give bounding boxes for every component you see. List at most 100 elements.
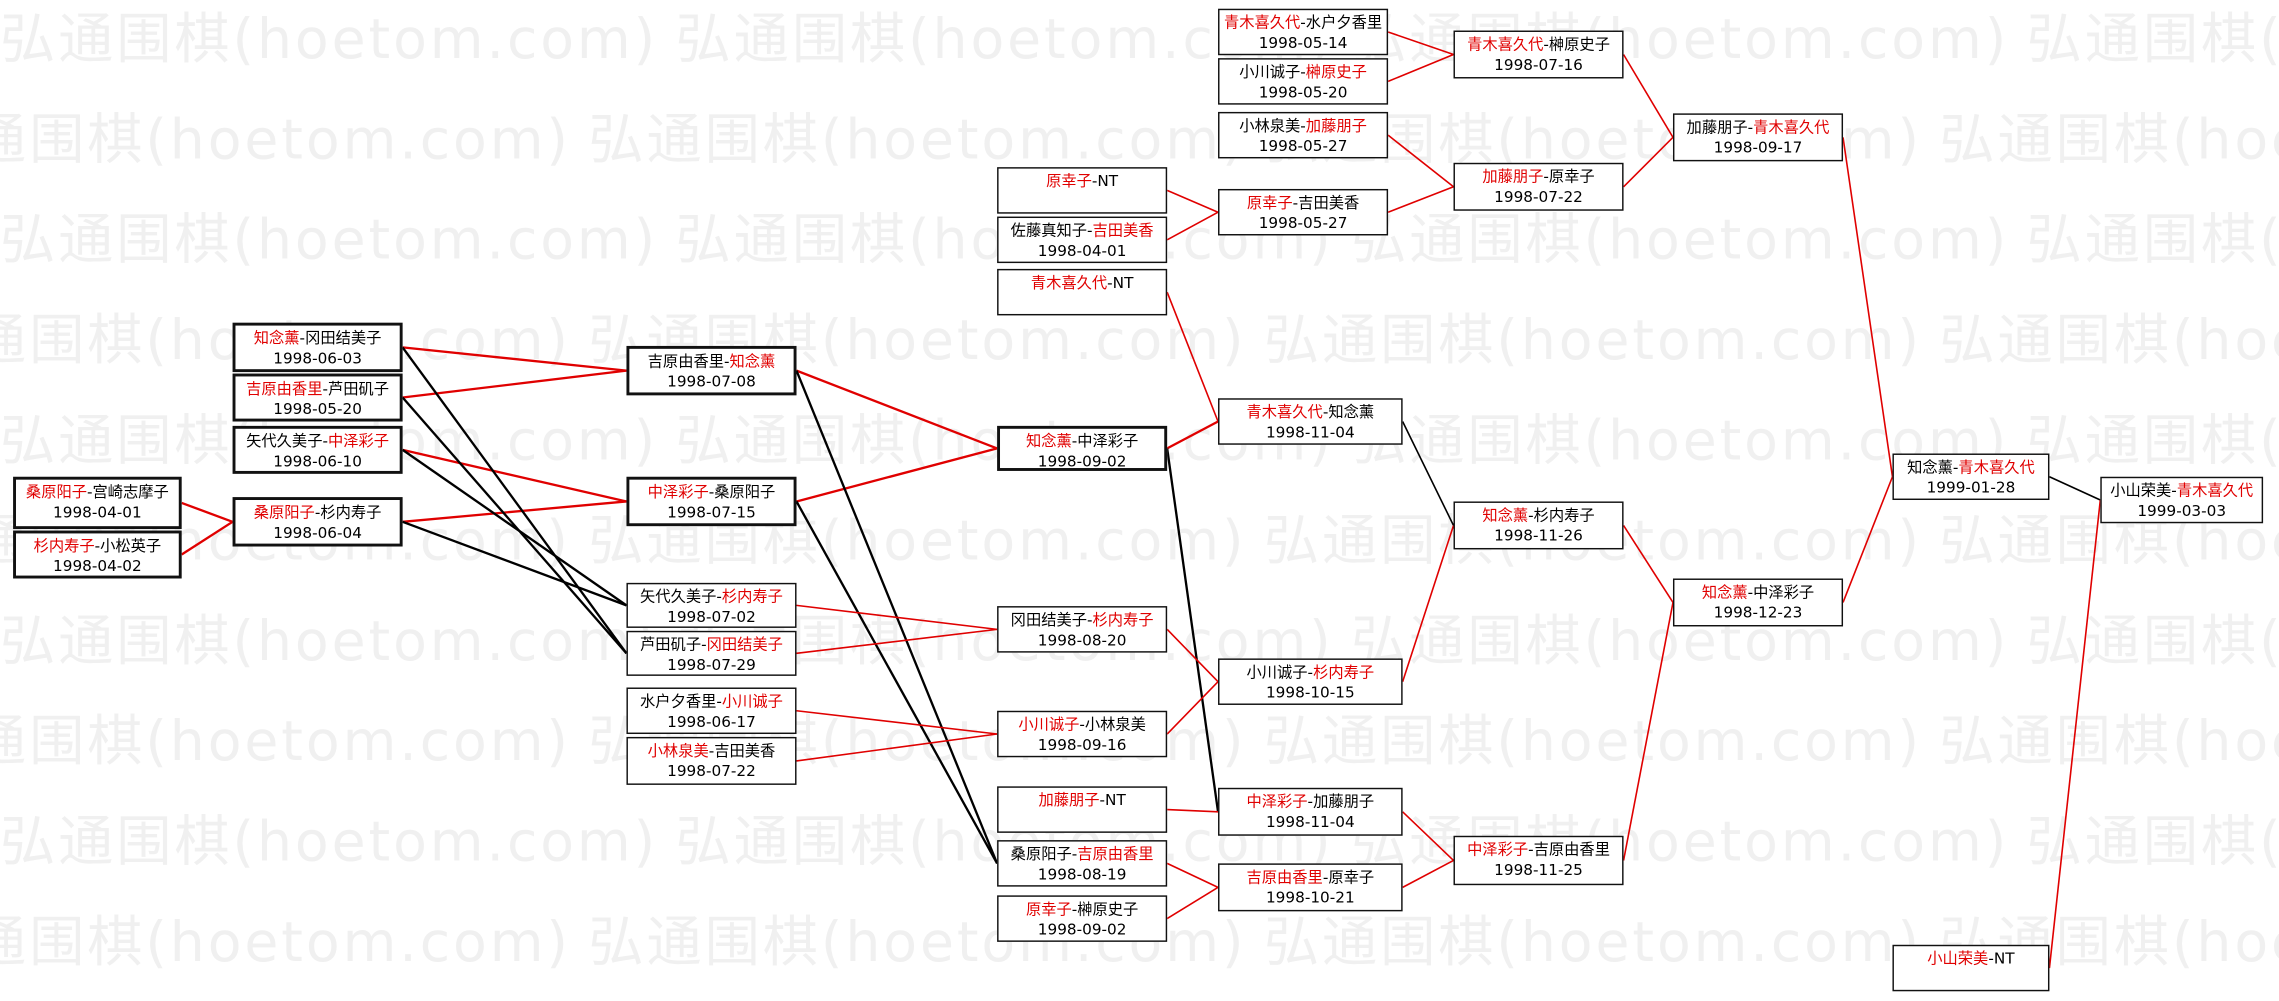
player-1: 知念薰	[253, 329, 300, 348]
match-box[interactable]: 小川诚子-小林泉美 1998-09-16	[997, 710, 1168, 758]
match-date: 1998-07-08	[667, 373, 756, 391]
match-box[interactable]: 矢代久美子-中泽彩子 1998-06-10	[232, 425, 403, 474]
match-date: 1998-06-17	[667, 713, 756, 732]
watermark-row: 弘通围棋(hoetom.com)弘通围棋(hoetom.com)弘通围棋(hoe…	[0, 897, 2279, 977]
watermark-text: 弘通围棋(hoetom.com)	[1263, 709, 1922, 774]
match-box[interactable]: 中泽彩子-加藤朋子 1998-11-04	[1218, 787, 1403, 836]
match-box[interactable]: 中泽彩子-桑原阳子 1998-07-15	[626, 476, 797, 527]
match-box[interactable]: 加藤朋子-原幸子 1998-07-22	[1453, 162, 1624, 211]
match-box[interactable]: 桑原阳子-杉内寿子 1998-06-04	[232, 497, 403, 547]
match-players: 桑原阳子-杉内寿子	[235, 503, 399, 523]
separator: -	[701, 636, 707, 655]
winner-link	[1166, 681, 1219, 735]
match-box[interactable]: 水户夕香里-小川诚子 1998-06-17	[626, 687, 797, 735]
match-box[interactable]: 原幸子-吉田美香 1998-05-27	[1218, 188, 1389, 236]
winner-link	[181, 501, 233, 523]
match-box[interactable]: 原幸子-NT	[997, 167, 1168, 214]
player-1: 吉原由香里	[246, 380, 323, 399]
match-players: 加藤朋子-原幸子	[1455, 167, 1622, 187]
player-2: 杉内寿子	[1092, 611, 1154, 630]
separator: -	[1988, 950, 1994, 969]
match-box[interactable]: 佐藤真知子-吉田美香 1998-04-01	[997, 216, 1168, 264]
match-box[interactable]: 桑原阳子-吉原由香里 1998-08-19	[997, 840, 1168, 887]
match-date: 1998-04-02	[53, 558, 142, 576]
match-box[interactable]: 矢代久美子-杉内寿子 1998-07-02	[626, 582, 797, 628]
match-date: 1998-11-04	[1265, 813, 1355, 832]
player-2: 吉田美香	[1092, 222, 1154, 240]
match-players: 原幸子-吉田美香	[1219, 193, 1386, 213]
match-box[interactable]: 小林泉美-吉田美香 1998-07-22	[626, 736, 797, 785]
match-box[interactable]: 知念薰-冈田结美子 1998-06-03	[232, 322, 403, 373]
match-date: 1998-08-19	[1037, 866, 1127, 884]
separator: -	[1300, 63, 1306, 82]
match-box[interactable]: 小川诚子-杉内寿子 1998-10-15	[1218, 658, 1403, 705]
separator: -	[299, 329, 306, 348]
player-1: 原幸子	[1246, 194, 1293, 213]
match-date: 1998-09-02	[1037, 921, 1127, 939]
separator: -	[723, 353, 730, 371]
separator: -	[1107, 274, 1113, 293]
match-box[interactable]: 小林泉美-加藤朋子 1998-05-27	[1218, 111, 1389, 159]
match-players: 知念薰-青木喜久代	[1894, 458, 2048, 478]
player-2: NT	[1105, 792, 1126, 810]
winner-link	[402, 346, 627, 372]
watermark-text: 弘通围棋(hoetom.com)	[2026, 609, 2279, 673]
player-1: 知念薰	[1025, 433, 1072, 451]
match-box[interactable]: 青木喜久代-榊原史子 1998-07-16	[1453, 30, 1624, 79]
match-box[interactable]: 青木喜久代-NT	[997, 268, 1168, 316]
match-players: 水户夕香里-小川诚子	[628, 692, 795, 712]
match-box[interactable]: 吉原由香里-芦田矶子 1998-05-20	[232, 373, 403, 422]
player-1: 小川诚子	[1246, 664, 1308, 682]
match-box[interactable]: 桑原阳子-宫崎志摩子 1998-04-01	[13, 476, 182, 530]
player-2: 知念薰	[1328, 404, 1375, 422]
match-box[interactable]: 芦田矶子-冈田结美子 1998-07-29	[626, 630, 797, 676]
match-box[interactable]: 冈田结美子-杉内寿子 1998-08-20	[997, 606, 1168, 653]
player-1: 佐藤真知子	[1010, 222, 1087, 240]
loser-link	[1166, 448, 1220, 812]
winner-link	[402, 500, 627, 523]
match-box[interactable]: 杉内寿子-小松英子 1998-04-02	[13, 530, 182, 579]
match-box[interactable]: 加藤朋子-青木喜久代 1998-09-17	[1672, 113, 1844, 162]
match-box[interactable]: 原幸子-榊原史子 1998-09-02	[997, 895, 1168, 942]
loser-link	[1401, 421, 1455, 526]
player-2: 榊原史子	[1305, 63, 1367, 82]
winner-link	[1622, 54, 1674, 138]
separator: -	[1071, 901, 1078, 919]
separator: -	[1307, 793, 1314, 812]
winner-link	[1387, 186, 1454, 213]
watermark-text: 弘通围棋(hoetom.com)	[2026, 207, 2279, 272]
loser-link	[401, 448, 628, 607]
match-box[interactable]: 知念薰-中泽彩子 1998-09-02	[997, 425, 1168, 471]
match-box[interactable]: 知念薰-青木喜久代 1999-01-28	[1892, 453, 2050, 501]
match-box[interactable]: 小山荣美-NT	[1892, 944, 2050, 992]
match-box[interactable]: 青木喜久代-水户夕香里 1998-05-14	[1218, 8, 1389, 56]
player-1: 加藤朋子	[1038, 792, 1100, 810]
winner-link	[1387, 134, 1454, 188]
match-box[interactable]: 吉原由香里-知念薰 1998-07-08	[626, 345, 797, 396]
match-box[interactable]: 加藤朋子-NT	[997, 786, 1168, 833]
match-box[interactable]: 小川诚子-榊原史子 1998-05-20	[1218, 58, 1389, 105]
separator: -	[94, 537, 101, 556]
match-box[interactable]: 小山荣美-青木喜久代 1999-03-03	[2100, 476, 2264, 524]
watermark-text: 弘通围棋(hoetom.com)	[1351, 207, 2010, 272]
separator: -	[1543, 36, 1549, 54]
match-box[interactable]: 中泽彩子-吉原由香里 1998-11-25	[1453, 835, 1624, 886]
match-date: 1998-07-22	[1494, 188, 1583, 207]
separator: -	[708, 484, 715, 502]
watermark-text: 弘通围棋(hoetom.com)	[0, 7, 659, 72]
match-box[interactable]: 青木喜久代-知念薰 1998-11-04	[1218, 398, 1403, 445]
match-date: 1998-07-22	[667, 763, 756, 781]
player-2: NT	[1993, 950, 2015, 969]
match-box[interactable]: 知念薰-中泽彩子 1998-12-23	[1672, 578, 1844, 627]
player-1: 桑原阳子	[253, 504, 315, 522]
separator: -	[1292, 194, 1299, 213]
match-box[interactable]: 吉原由香里-原幸子 1998-10-21	[1218, 863, 1403, 912]
player-1: 冈田结美子	[1010, 611, 1087, 630]
winner-link	[1166, 862, 1219, 889]
player-1: 矢代久美子	[640, 588, 717, 607]
match-players: 小山荣美-青木喜久代	[2102, 481, 2262, 501]
winner-link	[2048, 499, 2102, 969]
player-2: 杉内寿子	[1533, 507, 1595, 525]
match-box[interactable]: 知念薰-杉内寿子 1998-11-26	[1453, 501, 1624, 550]
watermark-text: 弘通围棋(hoetom.com)	[2026, 809, 2279, 874]
